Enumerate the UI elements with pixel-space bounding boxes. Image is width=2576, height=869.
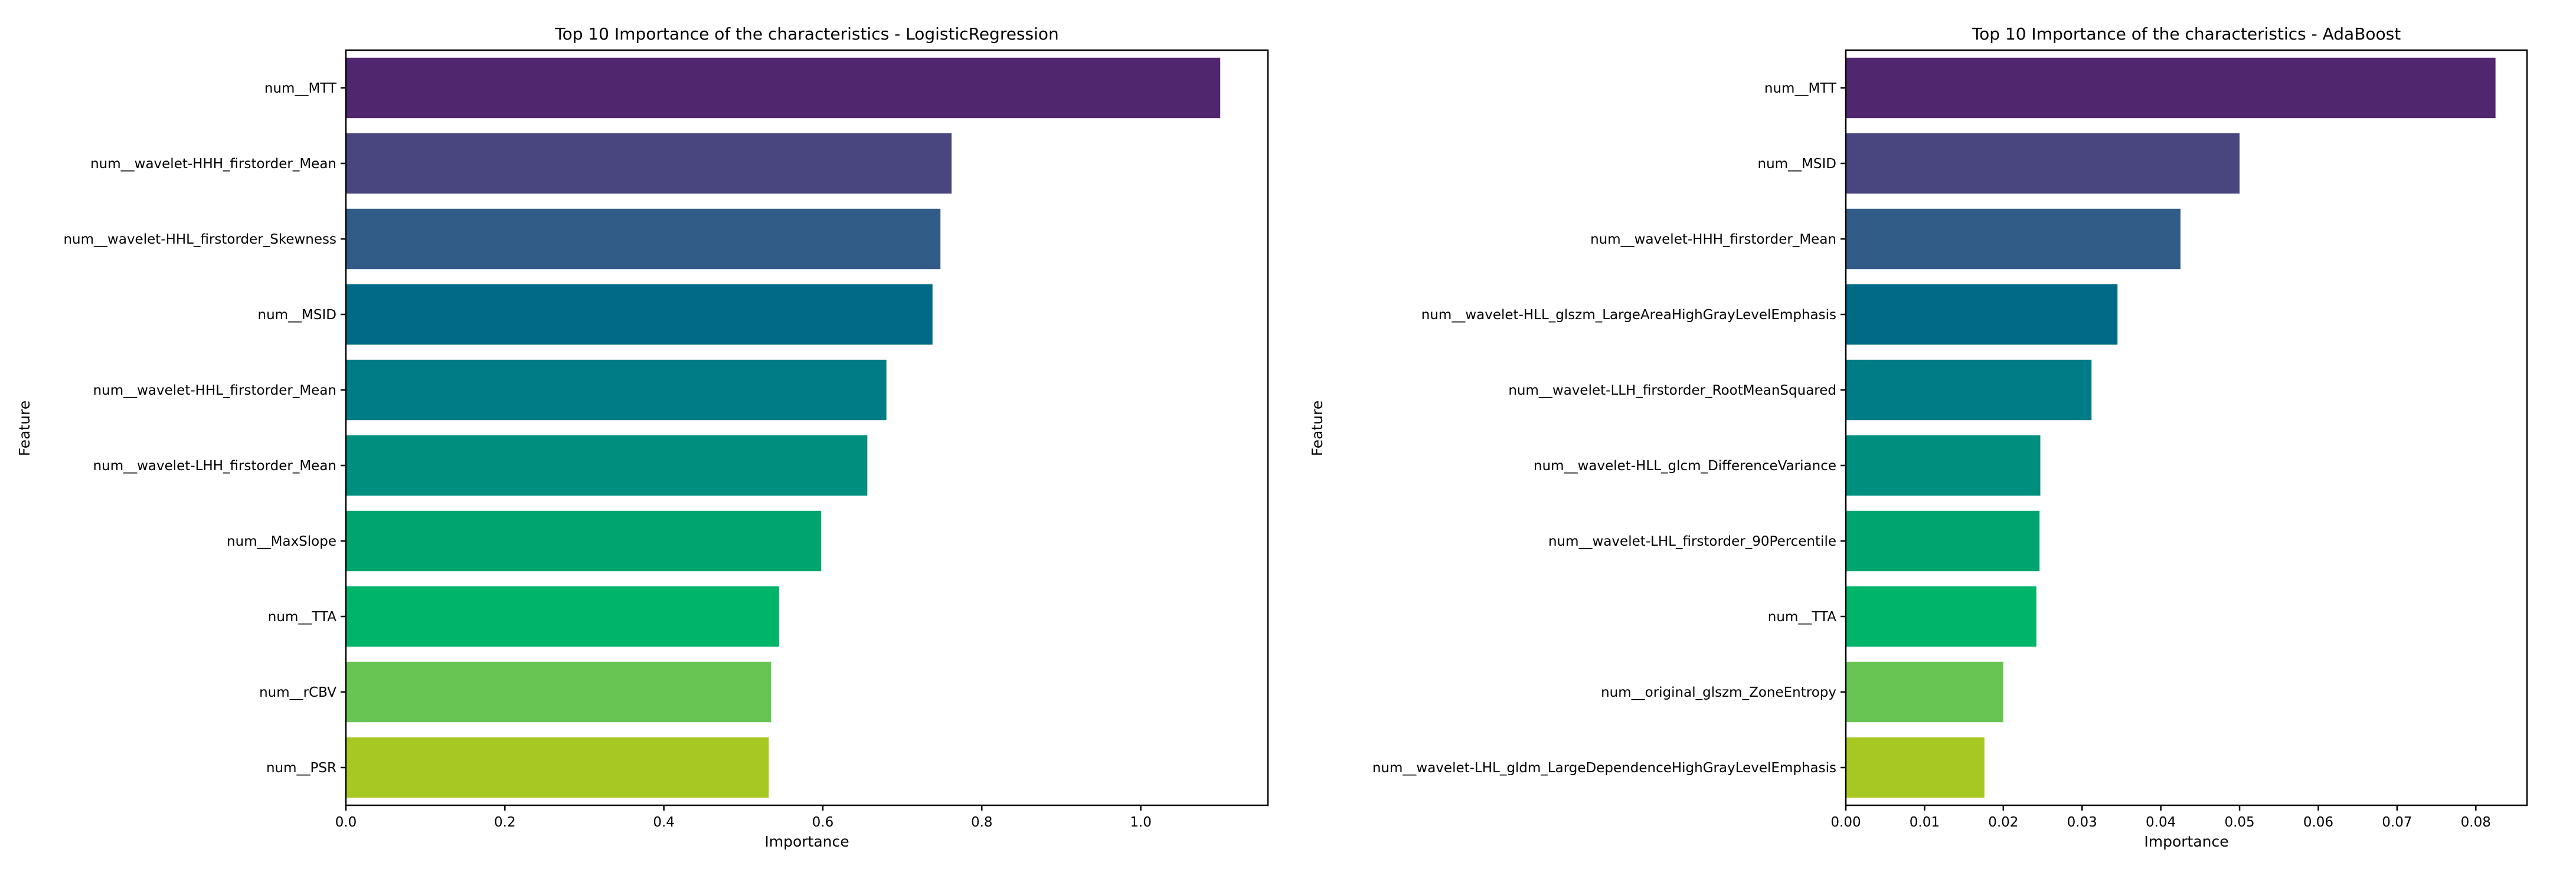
bar-4 bbox=[346, 284, 933, 345]
y-axis-label: Feature bbox=[1309, 401, 1326, 456]
bar-9 bbox=[346, 661, 772, 723]
y-tick-label-3: num__wavelet-HHH_firstorder_Mean bbox=[1590, 232, 1836, 247]
x-axis-label: Importance bbox=[764, 833, 849, 850]
x-tick-label-6: 0.05 bbox=[2224, 815, 2254, 830]
chart-title: Top 10 Importance of the characteristics… bbox=[1972, 24, 2401, 44]
chart-panel-adaboost: Top 10 Importance of the characteristics… bbox=[1309, 24, 2528, 850]
x-tick-label-1: 0.00 bbox=[1830, 815, 1861, 830]
x-tick-label-7: 0.06 bbox=[2303, 815, 2333, 830]
y-tick-label-4: num__MSID bbox=[258, 307, 337, 323]
y-tick-label-4: num__wavelet-HLL_glszm_LargeAreaHighGray… bbox=[1421, 307, 1836, 323]
y-axis-label: Feature bbox=[16, 401, 33, 456]
bar-3 bbox=[1846, 208, 2181, 270]
y-tick-label-9: num__original_glszm_ZoneEntropy bbox=[1601, 685, 1836, 700]
x-tick-label-1: 0.0 bbox=[335, 815, 357, 830]
chart-panel-logisticregression: Top 10 Importance of the characteristics… bbox=[16, 24, 1269, 850]
y-tick-label-8: num__TTA bbox=[1768, 609, 1836, 625]
bar-1 bbox=[346, 57, 1221, 119]
y-tick-label-9: num__rCBV bbox=[259, 685, 336, 700]
x-tick-label-4: 0.6 bbox=[812, 815, 834, 830]
chart-title: Top 10 Importance of the characteristics… bbox=[554, 24, 1059, 44]
y-tick-label-7: num__MaxSlope bbox=[227, 534, 336, 549]
y-tick-label-1: num__MTT bbox=[264, 81, 337, 96]
bar-5 bbox=[1846, 359, 2092, 421]
bar-6 bbox=[1846, 435, 2041, 496]
bar-9 bbox=[1846, 661, 2003, 723]
bar-1 bbox=[1846, 57, 2496, 119]
y-tick-label-5: num__wavelet-HHL_firstorder_Mean bbox=[93, 383, 336, 398]
y-tick-label-7: num__wavelet-LHL_firstorder_90Percentile bbox=[1548, 534, 1836, 549]
bar-5 bbox=[346, 359, 887, 421]
x-tick-label-6: 1.0 bbox=[1130, 815, 1152, 830]
y-tick-label-2: num__MSID bbox=[1758, 156, 1837, 172]
y-tick-label-8: num__TTA bbox=[268, 609, 336, 625]
plot-frame bbox=[345, 49, 1269, 806]
x-tick-label-9: 0.08 bbox=[2461, 815, 2491, 830]
x-tick-label-5: 0.8 bbox=[971, 815, 993, 830]
x-tick-label-8: 0.07 bbox=[2382, 815, 2412, 830]
bar-2 bbox=[346, 133, 952, 194]
y-tick-label-3: num__wavelet-HHL_firstorder_Skewness bbox=[63, 232, 336, 247]
x-axis-label: Importance bbox=[2144, 833, 2228, 850]
y-tick-label-10: num__wavelet-LHL_gldm_LargeDependenceHig… bbox=[1372, 760, 1836, 776]
y-tick-label-6: num__wavelet-HLL_glcm_DifferenceVariance bbox=[1534, 458, 1836, 474]
bar-3 bbox=[346, 208, 941, 270]
y-tick-label-2: num__wavelet-HHH_firstorder_Mean bbox=[90, 156, 336, 172]
bar-8 bbox=[346, 586, 779, 647]
bar-4 bbox=[1846, 284, 2118, 345]
y-tick-label-10: num__PSR bbox=[266, 760, 336, 776]
bar-8 bbox=[1846, 586, 2036, 647]
x-tick-label-5: 0.04 bbox=[2146, 815, 2176, 830]
bar-7 bbox=[346, 510, 822, 572]
bar-7 bbox=[1846, 510, 2040, 572]
y-tick-label-1: num__MTT bbox=[1764, 81, 1837, 96]
bar-6 bbox=[346, 435, 868, 496]
x-tick-label-4: 0.03 bbox=[2067, 815, 2097, 830]
bar-10 bbox=[1846, 737, 1985, 798]
y-tick-label-5: num__wavelet-LLH_firstorder_RootMeanSqua… bbox=[1508, 383, 1836, 398]
y-tick-label-6: num__wavelet-LHH_firstorder_Mean bbox=[93, 458, 336, 474]
bar-2 bbox=[1846, 133, 2240, 194]
x-tick-label-2: 0.2 bbox=[494, 815, 516, 830]
x-tick-label-3: 0.4 bbox=[653, 815, 675, 830]
plot-frame bbox=[1845, 49, 2528, 806]
bar-10 bbox=[346, 737, 769, 798]
x-tick-label-2: 0.01 bbox=[1910, 815, 1940, 830]
x-tick-label-3: 0.02 bbox=[1988, 815, 2018, 830]
